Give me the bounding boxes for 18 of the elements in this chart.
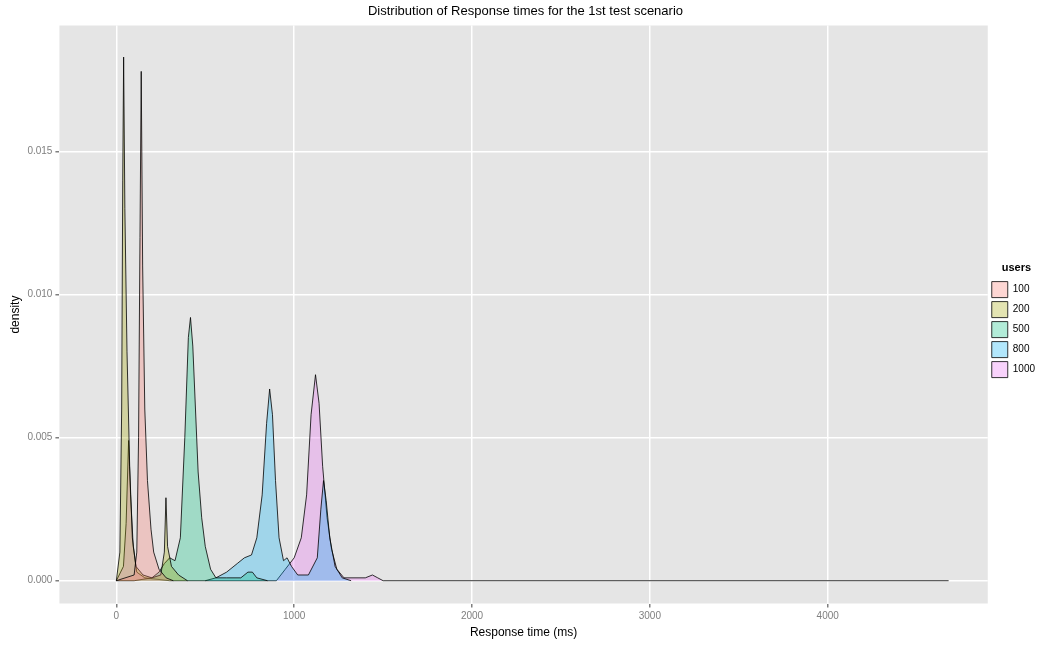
x-tick-label: 1000	[283, 610, 306, 622]
legend-label: 200	[1012, 303, 1030, 315]
chart-title: Distribution of Response times for the 1st test scenario	[367, 3, 684, 19]
x-tick-label: 4000	[816, 610, 840, 622]
legend-label: 1000	[1012, 363, 1036, 375]
y-tick-label: 0.010	[27, 288, 53, 300]
x-axis-title: Response time (ms)	[469, 625, 578, 640]
y-tick-label: 0.000	[27, 574, 53, 586]
x-tick-label: 2000	[460, 610, 484, 622]
y-tick-label: 0.005	[27, 431, 53, 443]
y-axis-title: density	[7, 295, 22, 334]
legend-title: users	[1001, 260, 1032, 273]
x-tick-label: 0	[113, 610, 120, 622]
legend-label: 500	[1012, 323, 1030, 335]
x-tick-label: 3000	[638, 610, 662, 622]
legend-label: 100	[1012, 283, 1030, 295]
legend-label: 800	[1012, 343, 1030, 355]
y-tick-label: 0.015	[27, 145, 53, 157]
